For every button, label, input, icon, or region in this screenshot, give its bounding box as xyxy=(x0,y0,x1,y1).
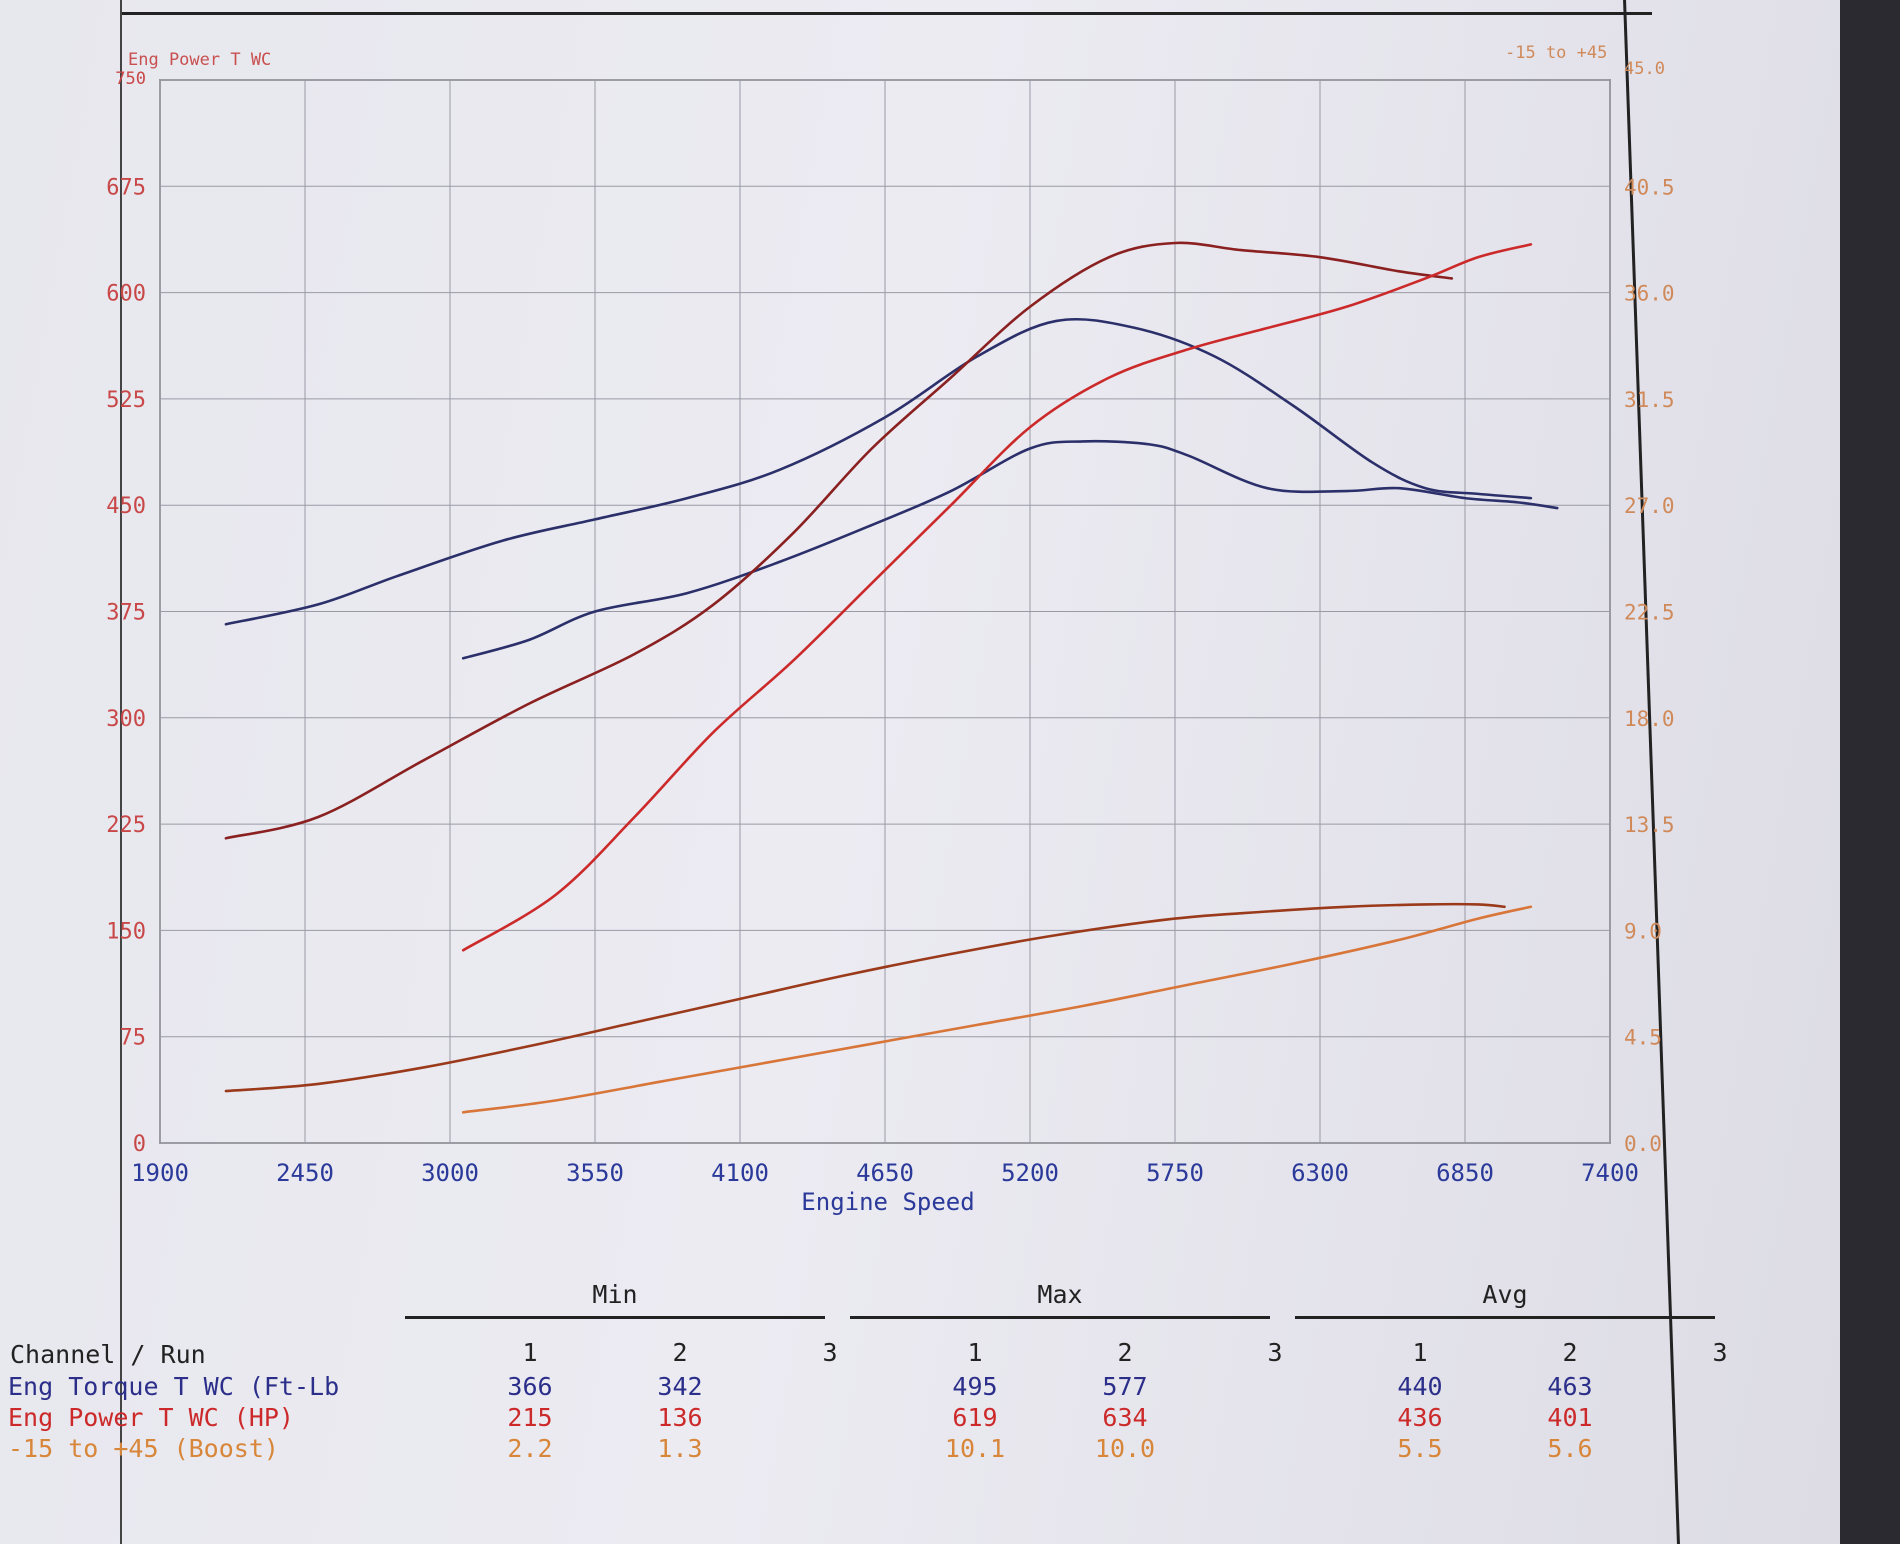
frame-left-border xyxy=(120,0,122,1544)
group-underline xyxy=(1295,1316,1715,1319)
y-left-tick-label: 600 xyxy=(106,282,146,307)
series-line-1 xyxy=(224,317,1533,626)
frame-top-border xyxy=(120,12,1652,15)
chart-grid xyxy=(159,79,1611,1144)
channel-label: -15 to +45 (Boost) xyxy=(8,1434,279,1463)
stat-value: 10.0 xyxy=(1094,1434,1156,1463)
y-left-tick-label: 750 xyxy=(115,69,146,89)
stat-value: 1.3 xyxy=(657,1434,703,1463)
y-right-tick-label: 36.0 xyxy=(1624,282,1675,306)
stat-value: 463 xyxy=(1547,1372,1593,1401)
stat-value: 495 xyxy=(952,1372,998,1401)
chart-series xyxy=(224,241,1559,1114)
x-tick-label: 7400 xyxy=(1581,1159,1639,1187)
y-right-tick-label: 13.5 xyxy=(1624,813,1675,837)
stat-value: 436 xyxy=(1397,1403,1443,1432)
y-right-tick-label: 31.5 xyxy=(1624,388,1675,412)
x-axis-label: Engine Speed xyxy=(801,1188,974,1216)
group-header-min: Min xyxy=(592,1280,638,1309)
x-tick-label: 3000 xyxy=(421,1159,479,1187)
stats-table: Min Max Avg Channel / Run 1 2 3 1 2 3 1 2 3 Eng Torqu… xyxy=(0,1270,1780,1470)
run-header: 2 xyxy=(1117,1338,1133,1367)
stat-value: 342 xyxy=(657,1372,703,1401)
stat-value: 5.6 xyxy=(1547,1434,1593,1463)
run-header: 2 xyxy=(672,1338,688,1367)
stat-value: 215 xyxy=(507,1403,553,1432)
series-line-3 xyxy=(224,241,1454,840)
y-right-tick-label: 40.5 xyxy=(1624,175,1675,199)
y-right-tick-label: 4.5 xyxy=(1624,1026,1662,1050)
run-header: 1 xyxy=(522,1338,538,1367)
run-header: 1 xyxy=(967,1338,983,1367)
y-left-tick-label: 225 xyxy=(106,813,146,838)
series-line-2 xyxy=(461,439,1559,660)
right-axis-label: -15 to +45 xyxy=(1505,43,1607,63)
x-tick-label: 6300 xyxy=(1291,1159,1349,1187)
left-axis-label: Eng Power T WC xyxy=(128,50,271,70)
y-right-tick-label: 27.0 xyxy=(1624,494,1675,518)
background-edge xyxy=(1840,0,1900,1544)
dyno-chart: 1900 2450 3000 3550 4100 4650 5200 5750 6300 6850… xyxy=(106,43,1674,1216)
stat-value: 619 xyxy=(952,1403,998,1432)
y-left-tick-label: 525 xyxy=(106,388,146,413)
group-header-max: Max xyxy=(1037,1280,1083,1309)
y-left-tick-label: 0 xyxy=(133,1132,146,1157)
stat-value: 5.5 xyxy=(1397,1434,1443,1463)
y-left-tick-label: 75 xyxy=(120,1026,147,1051)
stat-value: 366 xyxy=(507,1372,553,1401)
y-left-tick-label: 675 xyxy=(106,175,146,200)
x-tick-label: 5750 xyxy=(1146,1159,1204,1187)
y-left-tick-label: 300 xyxy=(106,707,146,732)
stat-value: 10.1 xyxy=(944,1434,1006,1463)
y-right-tick-label: 18.0 xyxy=(1624,707,1675,731)
x-tick-label: 4100 xyxy=(711,1159,769,1187)
series-line-6 xyxy=(461,905,1533,1114)
chart-ticks: 1900 2450 3000 3550 4100 4650 5200 5750 6300 6850… xyxy=(106,59,1674,1187)
stat-value: 634 xyxy=(1102,1403,1148,1432)
stat-value: 2.2 xyxy=(507,1434,553,1463)
x-tick-label: 4650 xyxy=(856,1159,914,1187)
series-line-4 xyxy=(461,243,1533,952)
group-underline xyxy=(405,1316,825,1319)
stat-value: 577 xyxy=(1102,1372,1148,1401)
x-tick-label: 1900 xyxy=(131,1159,189,1187)
channel-label: Eng Power T WC (HP) xyxy=(8,1403,294,1432)
run-header: 3 xyxy=(1712,1338,1728,1367)
y-left-tick-label: 450 xyxy=(106,494,146,519)
y-right-tick-label: 9.0 xyxy=(1624,919,1662,943)
y-right-tick-label: 45.0 xyxy=(1624,59,1665,79)
y-right-tick-label: 22.5 xyxy=(1624,601,1675,625)
stat-value: 401 xyxy=(1547,1403,1593,1432)
run-header: 3 xyxy=(1267,1338,1283,1367)
channel-run-header: Channel / Run xyxy=(10,1340,206,1369)
stat-value: 136 xyxy=(657,1403,703,1432)
y-left-tick-label: 375 xyxy=(106,601,146,626)
run-header: 2 xyxy=(1562,1338,1578,1367)
group-header-avg: Avg xyxy=(1482,1280,1528,1309)
y-right-tick-label: 0.0 xyxy=(1624,1132,1662,1156)
run-header: 1 xyxy=(1412,1338,1428,1367)
stat-value: 440 xyxy=(1397,1372,1443,1401)
run-header: 3 xyxy=(822,1338,838,1367)
series-line-5 xyxy=(224,902,1506,1093)
y-left-tick-label: 150 xyxy=(106,919,146,944)
x-tick-label: 5200 xyxy=(1001,1159,1059,1187)
channel-label: Eng Torque T WC (Ft-Lb xyxy=(8,1372,340,1401)
group-underline xyxy=(850,1316,1270,1319)
x-tick-label: 2450 xyxy=(276,1159,334,1187)
x-tick-label: 6850 xyxy=(1436,1159,1494,1187)
x-tick-label: 3550 xyxy=(566,1159,624,1187)
